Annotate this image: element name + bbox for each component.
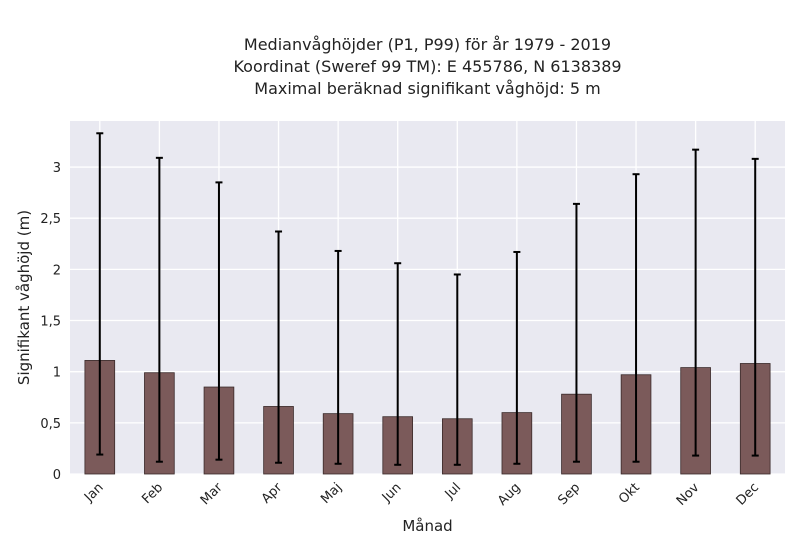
x-axis-label: Månad — [402, 517, 452, 535]
error-bar-maj — [334, 249, 342, 465]
error-bar-jun — [394, 262, 402, 466]
x-tick-label: Jun — [379, 480, 405, 506]
error-bar-aug — [513, 250, 521, 465]
x-tick-label: Maj — [318, 480, 345, 507]
error-bar-apr — [275, 230, 283, 464]
x-tick-label: Dec — [734, 480, 762, 508]
error-bar-jan — [96, 132, 104, 456]
error-bars — [96, 132, 759, 466]
x-tick-label: Apr — [259, 480, 286, 507]
x-tick-label: Okt — [616, 480, 643, 507]
error-bar-dec — [751, 157, 759, 457]
error-bar-okt — [632, 173, 640, 463]
chart-title: Medianvåghöjder (P1, P99) för år 1979 - … — [0, 34, 800, 100]
x-tick-label: Nov — [674, 480, 703, 509]
y-tick-label: 1 — [53, 366, 61, 381]
x-tick-label: Jul — [442, 480, 464, 502]
y-tick-label: 0 — [53, 468, 61, 483]
x-tick-labels: Jan Feb Mar Apr Maj Jun Jul Aug Sep Okt Nov Dec — [81, 480, 762, 509]
y-axis-label: Signifikant våghöjd (m) — [15, 210, 33, 385]
y-tick-label: 3 — [53, 161, 61, 176]
plot-area — [70, 121, 785, 474]
y-tick-label: 0,5 — [40, 417, 61, 432]
chart-title-line-2: Koordinat (Sweref 99 TM): E 455786, N 61… — [233, 57, 622, 76]
chart-title-line-3: Maximal beräknad signifikant våghöjd: 5 … — [254, 79, 601, 98]
y-tick-label: 2,5 — [40, 212, 61, 227]
x-tick-label: Jan — [81, 480, 106, 505]
x-tick-label: Mar — [198, 480, 226, 508]
x-tick-label: Sep — [555, 480, 583, 508]
error-bar-feb — [155, 156, 163, 463]
error-bar-nov — [692, 148, 700, 457]
error-bar-jul — [453, 273, 461, 466]
error-bar-sep — [572, 202, 580, 463]
error-bar-mar — [215, 181, 223, 461]
y-tick-label: 1,5 — [40, 315, 61, 330]
x-tick-label: Aug — [495, 480, 524, 509]
chart-title-line-1: Medianvåghöjder (P1, P99) för år 1979 - … — [243, 35, 612, 54]
x-tick-label: Feb — [139, 480, 166, 507]
y-tick-label: 2 — [53, 263, 61, 278]
y-tick-labels: 0 0,5 1 1,5 2 2,5 3 — [40, 161, 61, 483]
